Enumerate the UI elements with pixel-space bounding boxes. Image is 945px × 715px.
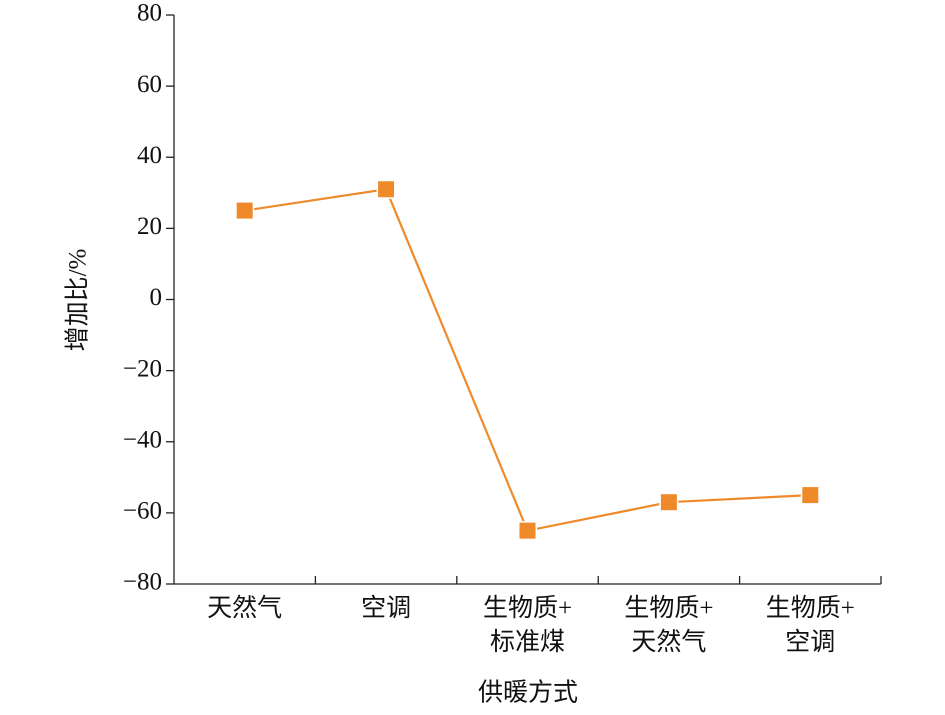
y-tick-label: 0 bbox=[150, 284, 163, 311]
y-tick-label: −80 bbox=[123, 569, 162, 596]
x-tick-label: 天然气 bbox=[207, 595, 283, 622]
x-tick-label: 生物质+ 空调 bbox=[765, 595, 855, 656]
y-tick-label: −20 bbox=[123, 355, 162, 382]
marker bbox=[659, 492, 679, 512]
x-tick-label: 生物质+ 天然气 bbox=[624, 595, 714, 656]
x-axis-label: 供暖方式 bbox=[478, 679, 578, 707]
marker bbox=[376, 179, 396, 199]
marker bbox=[235, 201, 255, 221]
x-tick-label: 生物质+ 标准煤 bbox=[482, 595, 573, 656]
series-line bbox=[244, 188, 811, 532]
y-tick-label: 20 bbox=[137, 213, 162, 240]
marker bbox=[800, 485, 820, 505]
y-tick-label: −40 bbox=[123, 426, 162, 453]
x-tick-label: 空调 bbox=[361, 595, 412, 622]
marker bbox=[518, 521, 537, 541]
y-tick-label: 80 bbox=[137, 0, 162, 27]
y-tick-label: −60 bbox=[123, 498, 162, 525]
y-tick-label: 40 bbox=[137, 142, 162, 169]
y-tick-label: 60 bbox=[137, 71, 162, 98]
y-axis-label: 增加比/% bbox=[64, 249, 92, 352]
